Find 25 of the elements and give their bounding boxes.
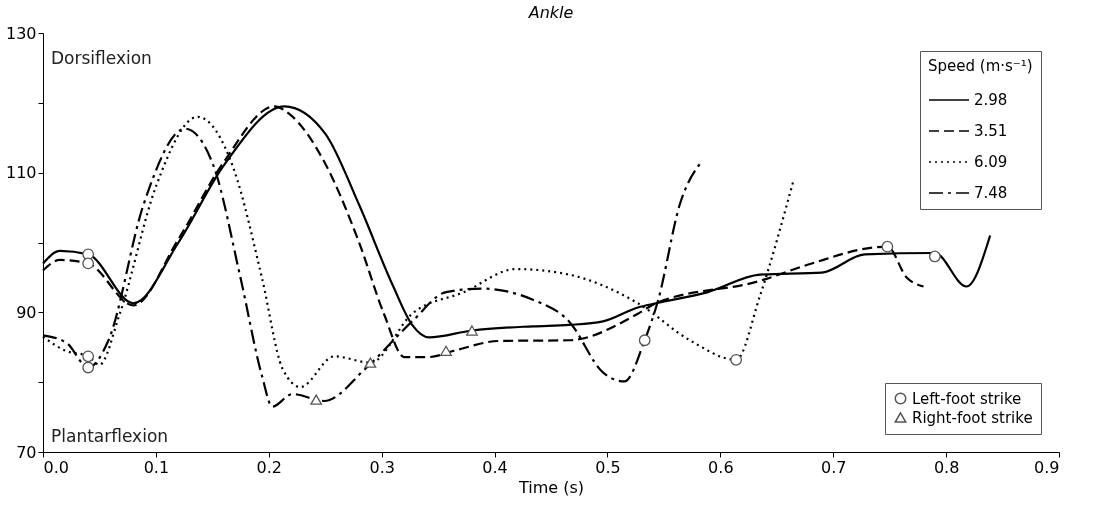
legend-label: Left-foot strike	[912, 389, 1022, 408]
chart-title: Ankle	[527, 3, 574, 22]
x-tick-label: 0.0	[43, 457, 69, 477]
x-tick-label: 0.9	[1034, 457, 1060, 477]
x-tick-label: 0.6	[708, 457, 734, 477]
y-tick-label: 130	[5, 23, 37, 43]
legend-label: 3.51	[974, 122, 1008, 140]
legend-label: 7.48	[974, 184, 1008, 202]
x-tick-label: 0.5	[595, 457, 621, 477]
legend-label: Right-foot strike	[912, 408, 1033, 427]
x-tick-label: 0.7	[821, 457, 847, 477]
legend-title: Speed (m·s⁻¹)	[928, 57, 1033, 75]
x-tick-label: 0.2	[256, 457, 282, 477]
annotation: Plantarflexion	[51, 426, 169, 446]
y-tick-label: 70	[16, 442, 37, 462]
x-axis-title: Time (s)	[517, 477, 585, 497]
x-tick-label: 0.1	[143, 457, 170, 477]
legend-label: 6.09	[974, 153, 1008, 171]
x-tick-label: 0.4	[482, 457, 508, 477]
y-tick-label: 110	[5, 163, 37, 183]
x-tick-label: 0.8	[933, 457, 960, 477]
y-tick-label: 90	[16, 302, 37, 322]
legend-label: 2.98	[974, 91, 1008, 109]
x-tick-label: 0.3	[369, 457, 395, 477]
annotation: Dorsiflexion	[51, 48, 152, 68]
